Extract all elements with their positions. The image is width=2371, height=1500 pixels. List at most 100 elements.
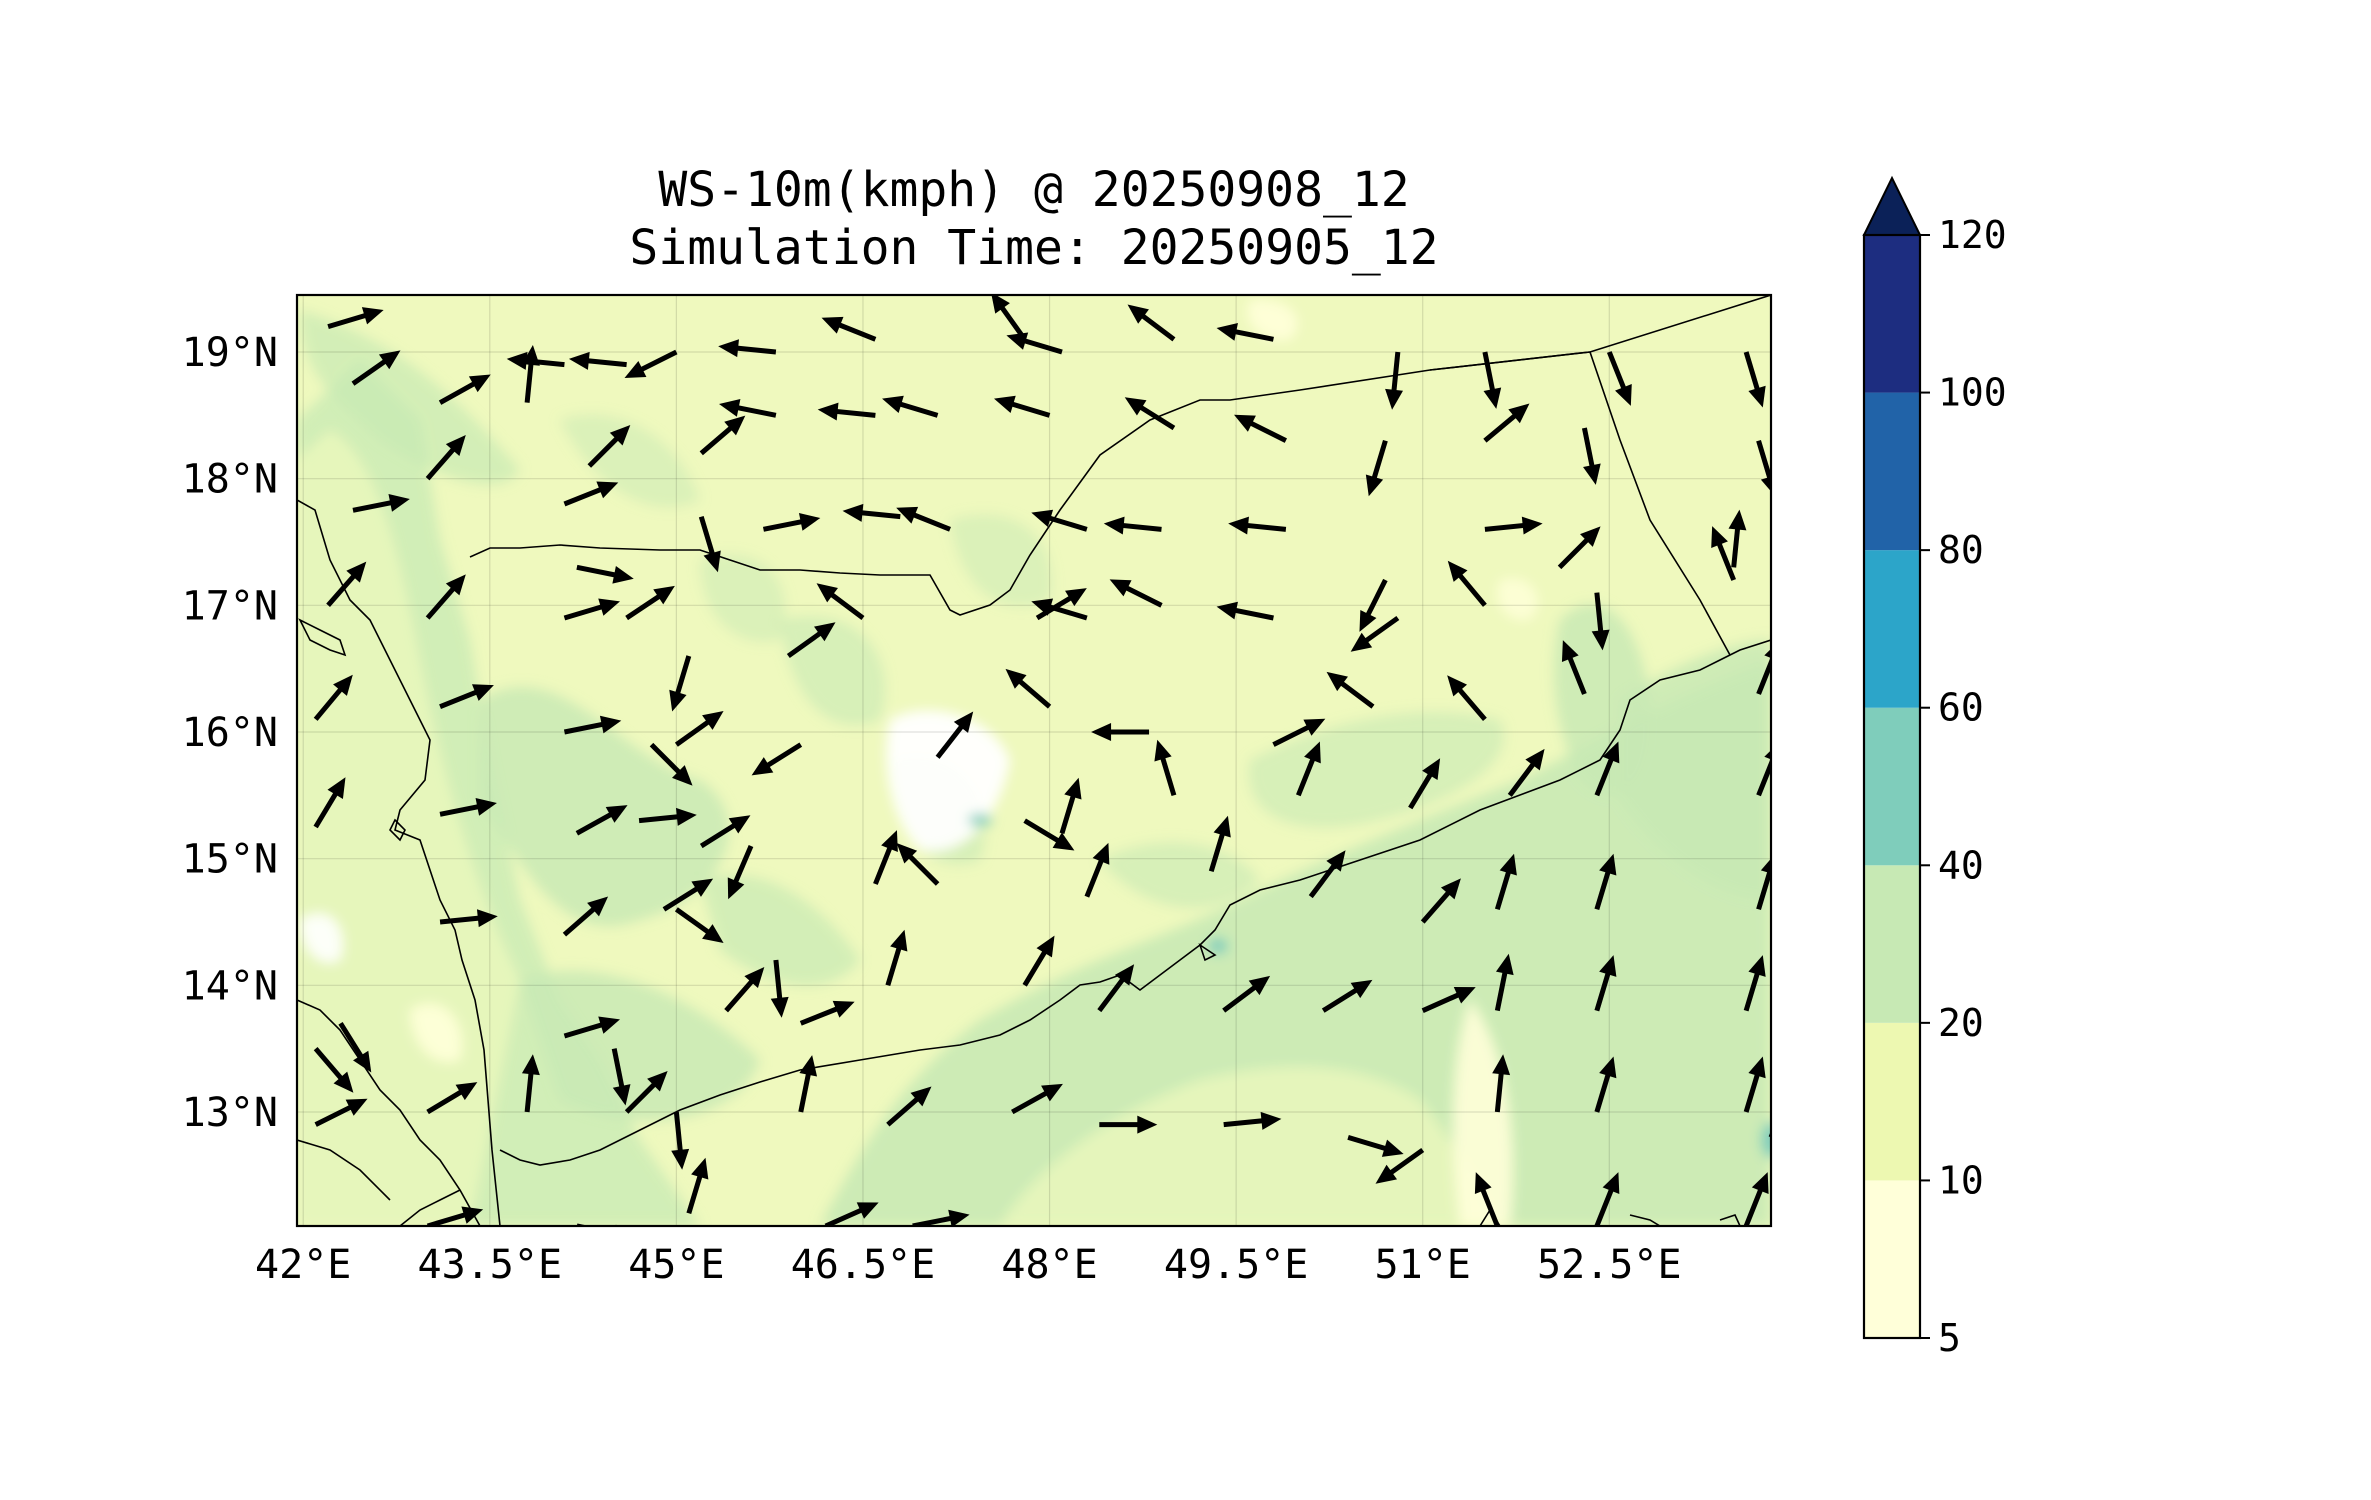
wind-arrow xyxy=(1420,878,1461,924)
map-frame xyxy=(295,293,1773,1228)
wind-arrow xyxy=(1103,516,1162,535)
wind-arrow xyxy=(824,1202,879,1226)
wind-arrow xyxy=(674,907,724,944)
wind-arrow xyxy=(882,395,939,418)
wind-arrow xyxy=(1023,818,1075,851)
wind-arrow xyxy=(885,929,908,987)
wind-arrow xyxy=(562,896,609,937)
wind-arrow xyxy=(873,830,898,885)
wind-arrow xyxy=(993,395,1051,418)
wind-arrow xyxy=(1091,723,1150,741)
wind-arrow xyxy=(798,1055,818,1113)
wind-arrow xyxy=(1484,516,1543,535)
colorbar-tick-label: 20 xyxy=(1938,1001,1984,1045)
wind-arrow xyxy=(587,424,631,468)
wind-arrow xyxy=(1591,592,1610,651)
wind-arrow xyxy=(563,481,619,507)
wind-arrow xyxy=(1594,955,1617,1012)
wind-arrow xyxy=(1099,1115,1158,1134)
wind-arrow xyxy=(1482,351,1502,409)
wind-arrow xyxy=(1326,671,1375,709)
colorbar-extend-arrow xyxy=(1862,175,1922,236)
y-tick-label: 15°N xyxy=(182,837,278,883)
wind-arrow xyxy=(842,503,901,522)
wind-arrow xyxy=(1408,758,1441,810)
wind-arrow xyxy=(1385,351,1404,410)
colorbar-segment xyxy=(1864,235,1920,393)
wind-arrow xyxy=(624,1070,668,1114)
wind-arrow xyxy=(1768,1130,1771,1138)
wind-arrow xyxy=(611,1048,631,1106)
colorbar-tick-label: 80 xyxy=(1938,528,1984,572)
wind-arrow xyxy=(912,1209,970,1226)
colorbar-tick-label: 100 xyxy=(1938,371,2007,415)
wind-arrow xyxy=(338,1022,372,1073)
wind-arrow xyxy=(821,316,877,342)
wind-arrow xyxy=(576,1223,618,1226)
colorbar-segment xyxy=(1864,550,1920,708)
wind-arrow xyxy=(718,339,777,358)
wind-arrow xyxy=(439,909,498,928)
wind-arrow xyxy=(724,967,765,1013)
colorbar-segment xyxy=(1864,392,1920,551)
wind-arrow xyxy=(1492,1054,1511,1113)
wind-arrow xyxy=(674,710,724,747)
wind-arrow xyxy=(425,435,466,481)
wind-arrow xyxy=(1594,853,1617,911)
wind-arrow xyxy=(1743,1056,1766,1113)
wind-arrow xyxy=(1421,987,1476,1013)
wind-arrow xyxy=(313,674,353,721)
y-tick-label: 16°N xyxy=(182,710,278,756)
wind-arrow xyxy=(1756,648,1771,695)
wind-arrow xyxy=(426,1206,484,1226)
wind-arrow xyxy=(699,815,751,849)
wind-arrow xyxy=(1711,526,1737,581)
plot-subtitle: Simulation Time: 20250905_12 xyxy=(629,220,1439,276)
wind-arrow xyxy=(649,742,693,786)
wind-arrow xyxy=(1728,509,1747,568)
wind-arrow xyxy=(1031,509,1088,532)
wind-arrow xyxy=(762,513,821,532)
wind-arrow xyxy=(563,598,620,621)
wind-arrow xyxy=(1365,439,1388,497)
wind-arrow xyxy=(438,374,491,405)
wind-arrow xyxy=(426,1082,478,1115)
wind-arrow xyxy=(1743,1172,1769,1226)
y-tick-label: 19°N xyxy=(182,330,278,376)
wind-arrow xyxy=(313,1047,354,1093)
wind-arrow xyxy=(1208,815,1231,873)
wind-speed-field xyxy=(297,299,1771,1226)
map-gridlines xyxy=(297,295,1771,1226)
wind-arrow xyxy=(1031,598,1088,621)
colorbar: 5 10 20 40 60 80 100 120 xyxy=(1862,175,2007,1360)
colorbar-segment xyxy=(1864,707,1920,866)
wind-arrow xyxy=(896,842,940,886)
x-tick-label: 51°E xyxy=(1375,1242,1471,1288)
wind-arrow xyxy=(575,805,628,836)
wind-arrow xyxy=(786,622,836,659)
wind-arrow xyxy=(1059,777,1082,835)
x-axis: 42°E 43.5°E 45°E 46.5°E 48°E 49.5°E 51°E 52.5°E xyxy=(255,1242,1681,1288)
wind-arrow xyxy=(671,1111,690,1170)
wind-arrow xyxy=(1359,578,1388,632)
y-tick-label: 13°N xyxy=(182,1090,278,1136)
wind-arrow xyxy=(1223,1111,1282,1130)
wind-arrow xyxy=(1124,397,1176,431)
wind-arrow xyxy=(1006,332,1063,355)
wind-arrow xyxy=(351,350,401,386)
wind-arrow xyxy=(751,742,803,776)
wind-arrow xyxy=(1447,560,1487,607)
wind-arrow xyxy=(816,583,865,621)
wind-arrow xyxy=(1375,1147,1425,1184)
colorbar-frame xyxy=(1862,233,1922,1340)
wind-arrow xyxy=(1296,741,1321,797)
colorbar-tick-label: 40 xyxy=(1938,843,1984,887)
wind-arrow xyxy=(425,574,466,620)
wind-arrow xyxy=(1756,750,1771,797)
wind-arrow xyxy=(935,711,974,759)
wind-arrow xyxy=(1447,675,1487,721)
wind-arrow xyxy=(698,515,721,573)
wind-arrow xyxy=(1494,953,1514,1012)
wind-arrow xyxy=(1216,601,1274,621)
y-axis: 19°N 18°N 17°N 16°N 15°N 14°N 13°N xyxy=(182,330,278,1136)
